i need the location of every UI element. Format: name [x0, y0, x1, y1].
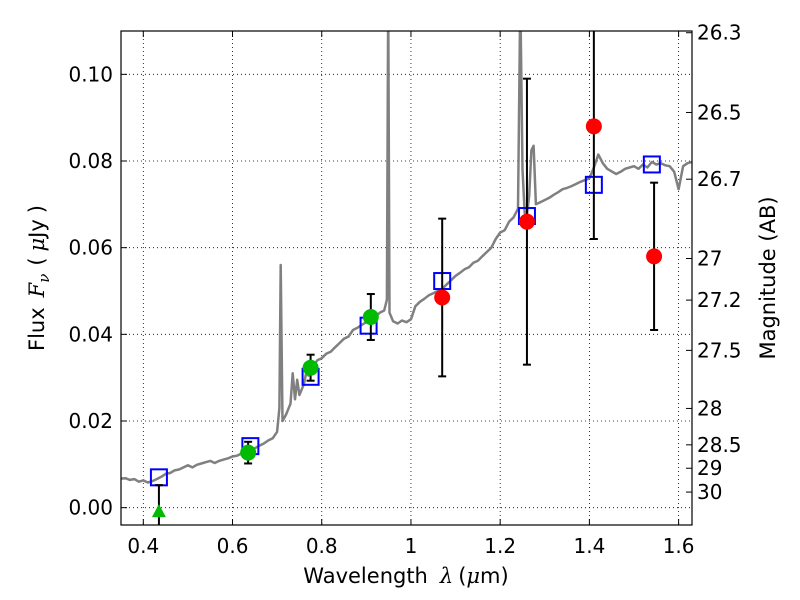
grid-lines	[121, 31, 692, 525]
x-tick-label: 1.2	[484, 534, 516, 558]
y-axis-symbol: F	[25, 281, 49, 298]
y2-tick-label: 28.5	[697, 433, 742, 457]
y2-axis-title: Magnitude (AB)	[756, 196, 780, 359]
x-tick-label: 1.6	[663, 534, 695, 558]
x-axis-symbol: λ	[439, 564, 453, 588]
x-axis-title-word: Wavelength	[303, 564, 428, 588]
photometry-point	[518, 213, 535, 230]
spectrum-line	[121, 31, 692, 484]
x-axis-unit-rest: m)	[480, 564, 509, 588]
y-tick-label: 0.04	[68, 322, 113, 346]
plot-series	[121, 31, 692, 525]
x-tick-label: 1	[405, 534, 418, 558]
y2-tick-label: 26.3	[697, 21, 742, 45]
photometry-point	[585, 118, 602, 135]
y-tick-label: 0.06	[68, 236, 113, 260]
y-tick-label: 0.08	[68, 149, 113, 173]
axis-ticks: 0.4 0.6 0.8 1 1.2 1.4 1.6 0.00 0.02 0.04 0.06 0.08 0…	[68, 21, 741, 558]
x-axis-unit-open: (	[458, 564, 466, 588]
y2-tick-label: 26.5	[697, 100, 742, 124]
photometry-point	[434, 289, 451, 306]
photometry-point	[362, 309, 379, 325]
x-axis-title: Wavelength λ (μm)	[303, 564, 508, 588]
photometry-point	[646, 248, 663, 265]
x-tick-label: 0.4	[127, 534, 159, 558]
y2-tick-label: 27	[697, 247, 722, 271]
y2-tick-label: 29	[697, 456, 722, 480]
y-axis-unit-rest: Jy	[25, 219, 49, 240]
y-tick-label: 0.02	[68, 409, 113, 433]
y-axis-unit-close: )	[25, 205, 49, 213]
x-tick-label: 1.4	[573, 534, 605, 558]
y-axis-title: Flux Fν ( μJy)	[25, 205, 53, 351]
y2-tick-label: 27.5	[697, 338, 742, 362]
y-axis-subscript: ν	[35, 274, 53, 283]
photometry-point	[240, 444, 257, 461]
model-square-marker	[642, 155, 661, 174]
upper-limit-triangle	[151, 504, 166, 518]
y-axis-unit-mu: μ	[25, 238, 49, 252]
y2-tick-label: 30	[697, 480, 722, 504]
photometry-point	[302, 359, 319, 376]
y-tick-label: 0.00	[68, 496, 113, 520]
y2-tick-label: 26.7	[697, 167, 742, 191]
y-axis-unit-open: (	[25, 257, 49, 265]
plot-frame	[120, 30, 693, 526]
y2-tick-label: 28	[697, 396, 722, 420]
x-tick-label: 0.6	[217, 534, 249, 558]
x-axis-unit-mu: μ	[466, 564, 480, 588]
x-tick-label: 0.8	[306, 534, 338, 558]
y-tick-label: 0.10	[68, 62, 113, 86]
y-axis-title-word: Flux	[25, 307, 49, 351]
y2-tick-label: 27.2	[697, 288, 742, 312]
